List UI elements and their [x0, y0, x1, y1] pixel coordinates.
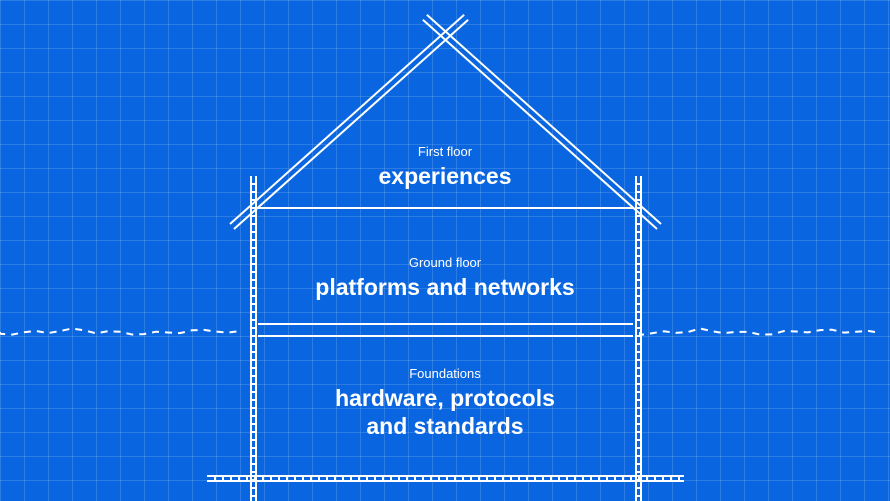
floor-1-big-label: platforms and networks — [0, 273, 890, 301]
floor-1-small-label: Ground floor — [0, 255, 890, 270]
floor-2-small-label: Foundations — [0, 366, 890, 381]
eave-line — [258, 207, 633, 209]
floor-0-big-label: experiences — [0, 162, 890, 190]
floor-0-small-label: First floor — [0, 144, 890, 159]
floor-2-big-label: hardware, protocols and standards — [0, 384, 890, 440]
mid-line-lower — [258, 335, 633, 337]
mid-line-upper — [258, 323, 633, 325]
blueprint-canvas: First floor experiences Ground floor platfo… — [0, 0, 890, 501]
